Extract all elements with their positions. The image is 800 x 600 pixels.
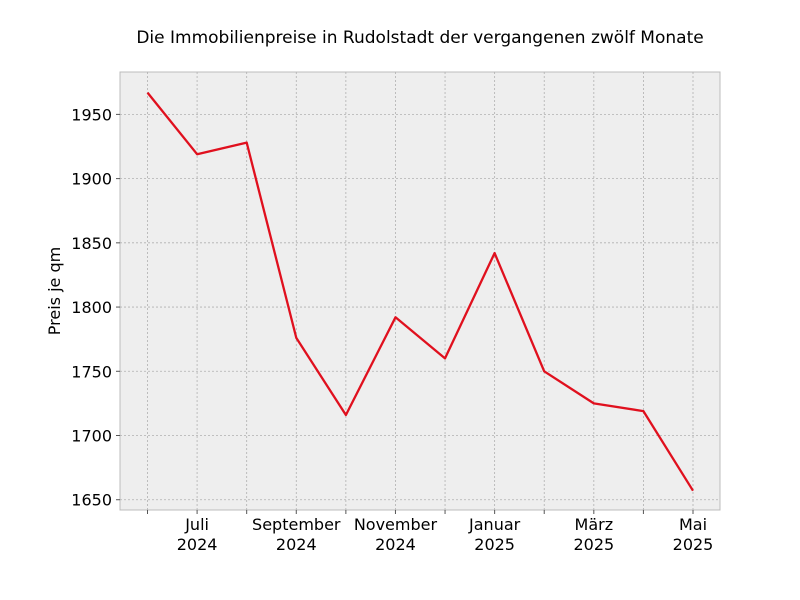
x-tick-label-year: 2025 bbox=[474, 535, 515, 554]
x-axis-ticks: Juli2024September2024November2024Januar2… bbox=[147, 510, 714, 554]
y-tick-label: 1900 bbox=[71, 170, 112, 189]
series-line bbox=[146, 91, 694, 492]
grid-lines bbox=[120, 72, 720, 510]
y-axis-label: Preis je qm bbox=[45, 247, 64, 335]
x-tick-label-year: 2024 bbox=[177, 535, 218, 554]
chart-title: Die Immobilienpreise in Rudolstadt der v… bbox=[136, 28, 703, 48]
y-axis-ticks: 1650 1700 1750 1800 1850 1900 1950 bbox=[71, 105, 120, 510]
y-tick-label: 1700 bbox=[71, 427, 112, 446]
x-tick-label-month: September bbox=[252, 515, 341, 534]
y-tick-label: 1850 bbox=[71, 234, 112, 253]
y-tick-label: 1800 bbox=[71, 298, 112, 317]
y-tick-label: 1650 bbox=[71, 491, 112, 510]
x-tick-label-year: 2025 bbox=[673, 535, 714, 554]
x-tick-label-year: 2024 bbox=[276, 535, 317, 554]
x-tick-label-month: März bbox=[575, 515, 614, 534]
plot-area bbox=[119, 71, 721, 511]
x-tick-label-month: November bbox=[354, 515, 438, 534]
x-tick-label-month: Mai bbox=[679, 515, 707, 534]
y-tick-label: 1950 bbox=[71, 105, 112, 124]
x-tick-label-year: 2024 bbox=[375, 535, 416, 554]
x-tick-label-month: Juli bbox=[184, 515, 209, 534]
x-tick-label-year: 2025 bbox=[573, 535, 614, 554]
x-tick-label-month: Januar bbox=[468, 515, 521, 534]
y-tick-label: 1750 bbox=[71, 362, 112, 381]
